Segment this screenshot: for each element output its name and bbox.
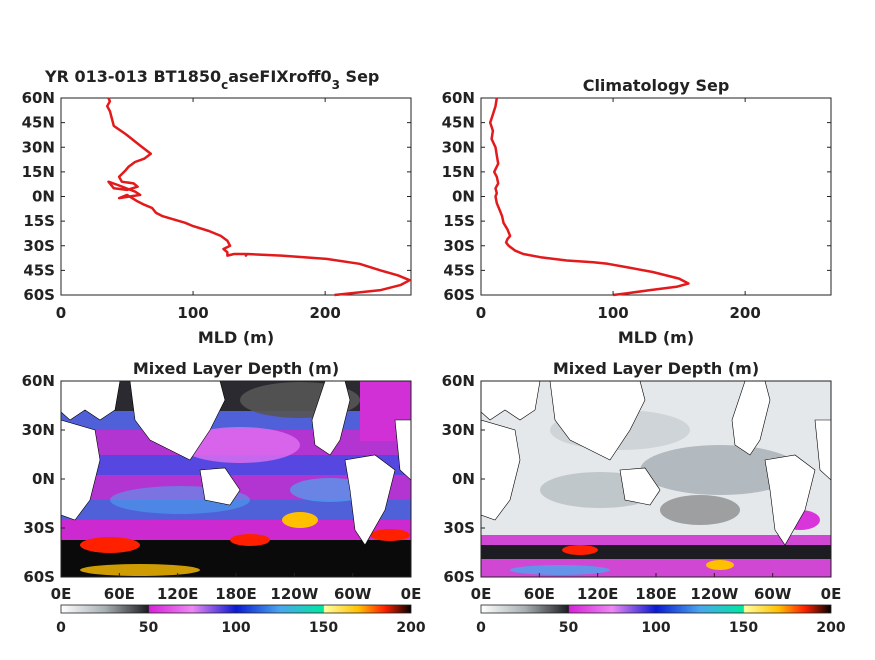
y-tick-label: 45S — [443, 261, 475, 279]
mld-profile-line-climatology — [488, 97, 690, 297]
colorbar-ramp — [480, 604, 832, 614]
lat-tick-label: 0N — [32, 470, 55, 488]
lon-tick-label: 60W — [754, 585, 792, 603]
lon-tick-label: 120E — [577, 585, 619, 603]
panel-title-climatology: Climatology Sep — [583, 76, 730, 95]
profile-axes-frame — [60, 97, 412, 296]
lat-tick-label: 60N — [442, 372, 475, 390]
x-tick-label: 200 — [309, 304, 340, 322]
colorbar-tick-label: 50 — [559, 620, 579, 636]
lon-tick-label: 120W — [270, 585, 318, 603]
lat-tick-label: 60N — [22, 372, 55, 390]
lon-tick-label: 60E — [524, 585, 555, 603]
lon-tick-label: 180E — [215, 585, 257, 603]
colorbar-tick-label: 200 — [396, 620, 425, 636]
y-tick-label: 30N — [442, 138, 475, 156]
x-axis-label-climatology: MLD (m) — [618, 328, 694, 347]
lat-tick-label: 30S — [23, 519, 55, 537]
y-tick-label: 45N — [442, 114, 475, 132]
lat-tick-label: 60S — [443, 568, 475, 586]
y-tick-label: 15S — [23, 212, 55, 230]
y-tick-label: 30N — [22, 138, 55, 156]
colorbar-tick-label: 200 — [816, 620, 845, 636]
lon-tick-label: 0E — [401, 585, 422, 603]
profile-panel-model: YR 013-013 BT1850caseFIXroff03 Sep 60N 45… — [22, 67, 412, 347]
colorbar-tick-label: 100 — [221, 620, 250, 636]
lat-tick-label: 30N — [22, 421, 55, 439]
x-tick-label: 200 — [729, 304, 760, 322]
lon-tick-label: 0E — [821, 585, 842, 603]
y-tick-label: 15N — [442, 163, 475, 181]
lon-tick-label: 0E — [51, 585, 72, 603]
x-tick-label: 0 — [56, 304, 66, 322]
lon-tick-label: 60W — [334, 585, 372, 603]
y-tick-label: 60S — [23, 286, 55, 304]
colorbar-tick-label: 150 — [309, 620, 338, 636]
lon-tick-label: 180E — [635, 585, 677, 603]
profile-axes-frame — [480, 97, 832, 296]
x-tick-label: 0 — [476, 304, 486, 322]
mld-profile-line-model — [105, 97, 411, 297]
y-tick-label: 60N — [22, 89, 55, 107]
colorbar-ramp — [60, 604, 412, 614]
lon-tick-label: 0E — [471, 585, 492, 603]
y-tick-label: 30S — [23, 237, 55, 255]
map-panel-climatology: Mixed Layer Depth (m) 60N 30N 0N 30S 60S 0E 6… — [442, 359, 846, 636]
y-tick-label: 30S — [443, 237, 475, 255]
colorbar-tick-label: 50 — [139, 620, 159, 636]
y-tick-label: 15S — [443, 212, 475, 230]
x-tick-label: 100 — [597, 304, 628, 322]
colorbar-climatology: 0 50 100 150 200 — [476, 604, 846, 636]
mld-map-model — [61, 381, 411, 577]
mld-map-climatology — [481, 381, 831, 577]
colorbar-tick-label: 150 — [729, 620, 758, 636]
map-panel-model: Mixed Layer Depth (m) — [22, 359, 426, 636]
y-tick-label: 45N — [22, 114, 55, 132]
x-tick-label: 100 — [177, 304, 208, 322]
lat-tick-label: 60S — [23, 568, 55, 586]
y-tick-label: 15N — [22, 163, 55, 181]
x-axis-label-model: MLD (m) — [198, 328, 274, 347]
colorbar-tick-label: 0 — [476, 620, 486, 636]
profile-panel-climatology: Climatology Sep 60N 45N 30N 15N 0N 15S 30S 45S 6… — [442, 76, 832, 347]
lon-tick-label: 60E — [104, 585, 135, 603]
y-tick-label: 60S — [443, 286, 475, 304]
y-tick-label: 45S — [23, 261, 55, 279]
y-tick-label: 60N — [442, 89, 475, 107]
lat-tick-label: 30N — [442, 421, 475, 439]
lon-tick-label: 120E — [157, 585, 199, 603]
lat-tick-label: 30S — [443, 519, 475, 537]
colorbar-tick-label: 100 — [641, 620, 670, 636]
lon-tick-label: 120W — [690, 585, 738, 603]
map-title-model: Mixed Layer Depth (m) — [133, 359, 339, 378]
lat-tick-label: 0N — [452, 470, 475, 488]
colorbar-model: 0 50 100 150 200 — [56, 604, 426, 636]
map-title-climatology: Mixed Layer Depth (m) — [553, 359, 759, 378]
y-tick-label: 0N — [452, 188, 475, 206]
panel-title-model: YR 013-013 BT1850caseFIXroff03 Sep — [44, 67, 379, 92]
y-tick-label: 0N — [32, 188, 55, 206]
colorbar-tick-label: 0 — [56, 620, 66, 636]
